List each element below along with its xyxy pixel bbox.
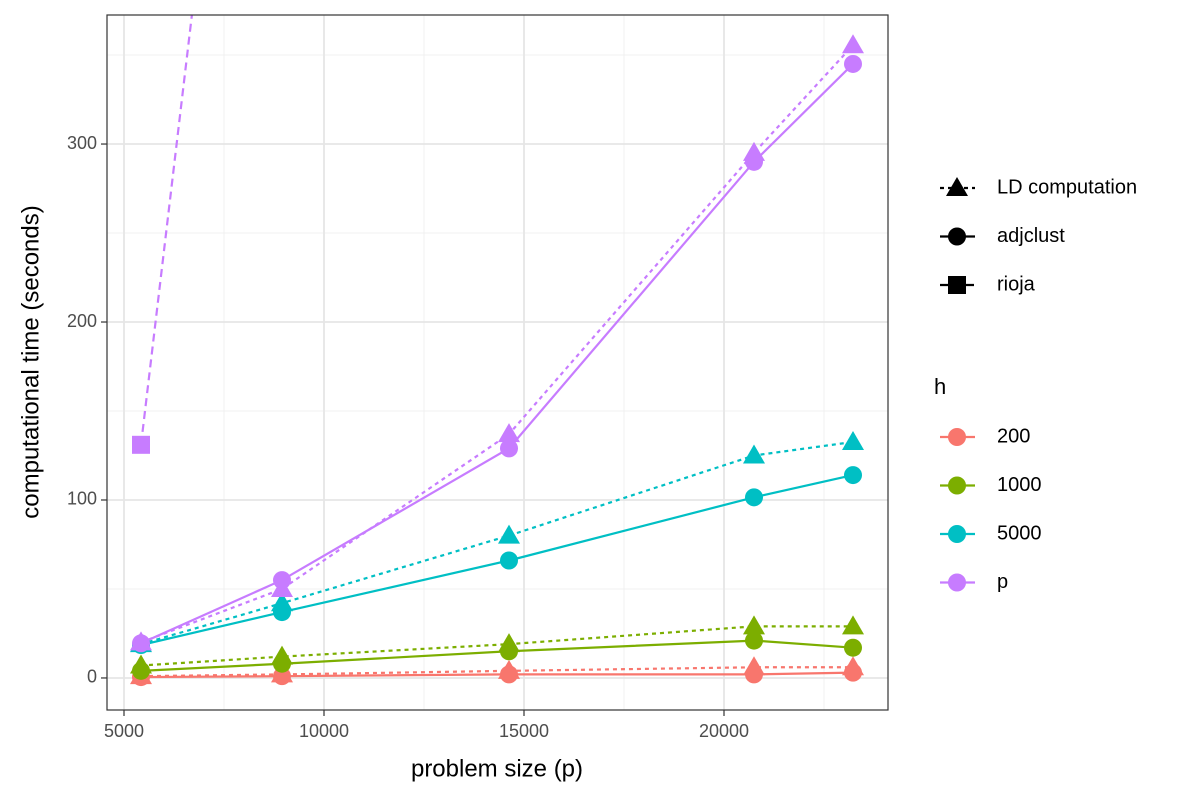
series-line — [139, 15, 194, 445]
legend-label: 1000 — [997, 474, 1042, 496]
legend-label: rioja — [997, 273, 1036, 295]
y-axis-title: computational time (seconds) — [17, 205, 44, 518]
legend-title: h — [934, 374, 946, 399]
y-tick-label: 300 — [67, 133, 97, 153]
marker — [273, 603, 291, 622]
marker — [745, 631, 763, 650]
x-tick-label: 5000 — [104, 721, 144, 741]
marker — [132, 661, 150, 680]
marker — [498, 423, 520, 443]
y-tick-label: 100 — [67, 489, 97, 509]
x-tick-label: 20000 — [699, 721, 749, 741]
y-tick-label: 0 — [87, 667, 97, 687]
x-tick-label: 15000 — [499, 721, 549, 741]
marker — [743, 444, 765, 464]
legend-label: LD computation — [997, 176, 1137, 198]
marker — [273, 571, 291, 590]
panel-border — [106, 14, 889, 711]
marker — [132, 634, 150, 653]
panel — [107, 15, 888, 710]
marker — [273, 667, 291, 686]
marker — [500, 642, 518, 661]
marker — [132, 435, 150, 454]
marker — [745, 488, 763, 507]
legend-label: 5000 — [997, 522, 1042, 544]
marker — [948, 276, 966, 294]
series-line — [140, 440, 854, 646]
marker — [273, 654, 291, 673]
marker — [948, 476, 966, 495]
legend-label: adjclust — [997, 225, 1065, 247]
marker — [844, 466, 862, 485]
marker — [842, 34, 864, 54]
marker — [500, 439, 518, 458]
legend-label: p — [997, 571, 1008, 593]
marker — [842, 615, 864, 635]
marker — [745, 152, 763, 171]
marker — [946, 177, 968, 196]
y-tick-label: 200 — [67, 311, 97, 331]
x-axis-title: problem size (p) — [411, 755, 583, 782]
marker — [745, 665, 763, 684]
marker — [842, 430, 864, 450]
marker — [948, 525, 966, 543]
marker — [743, 615, 765, 635]
marker — [500, 665, 518, 684]
marker — [844, 54, 862, 73]
marker — [844, 663, 862, 682]
marker — [844, 638, 862, 657]
x-tick-label: 10000 — [299, 721, 349, 741]
marker — [498, 524, 520, 544]
marker — [500, 551, 518, 570]
marker — [948, 428, 966, 446]
marker — [948, 227, 966, 246]
marker — [948, 573, 966, 592]
legend-label: 200 — [997, 425, 1030, 447]
